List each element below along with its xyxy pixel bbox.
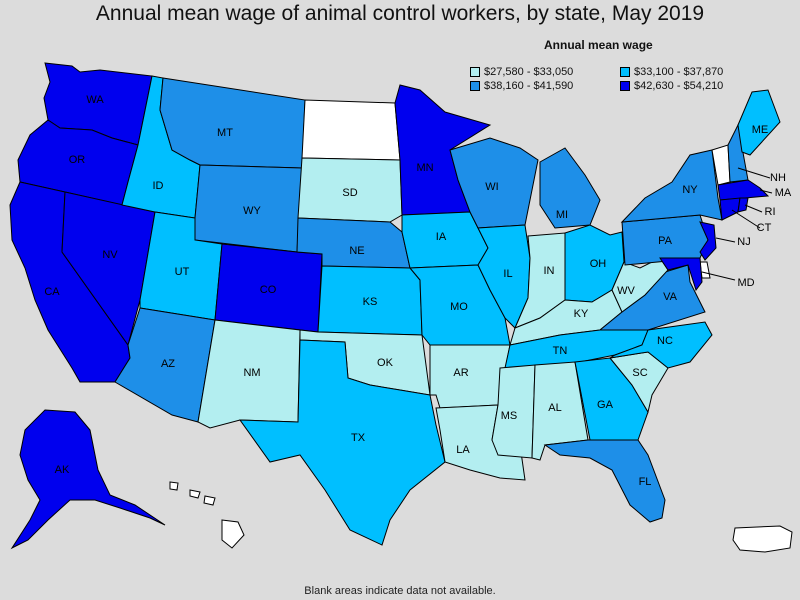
state-SD[interactable] bbox=[297, 157, 403, 223]
state-WY[interactable] bbox=[194, 164, 303, 253]
label-IN: IN bbox=[544, 265, 555, 277]
label-SD: SD bbox=[342, 187, 357, 199]
label-AL: AL bbox=[548, 402, 561, 414]
label-WI: WI bbox=[485, 181, 498, 193]
callout-line-md bbox=[701, 271, 736, 281]
legend-item-tier3: $38,160 - $41,590 bbox=[470, 80, 573, 92]
label-OK: OK bbox=[377, 357, 394, 369]
label-VA: VA bbox=[663, 291, 678, 303]
label-AZ: AZ bbox=[161, 358, 175, 370]
label-OH: OH bbox=[590, 258, 607, 270]
label-WV: WV bbox=[617, 285, 635, 297]
legend-swatch-tier4 bbox=[620, 81, 630, 91]
label-FL: FL bbox=[639, 476, 652, 488]
label-AR: AR bbox=[453, 367, 468, 379]
state-MI[interactable] bbox=[539, 147, 601, 229]
state-ND[interactable] bbox=[301, 99, 401, 161]
label-OR: OR bbox=[69, 154, 86, 166]
label-TN: TN bbox=[553, 345, 568, 357]
label-KS: KS bbox=[363, 296, 378, 308]
callout-line-ri bbox=[744, 204, 763, 213]
label-WA: WA bbox=[86, 94, 104, 106]
legend-label-tier3: $38,160 - $41,590 bbox=[484, 80, 574, 92]
state-MT[interactable] bbox=[159, 77, 306, 169]
legend-item-tier1: $27,580 - $33,050 bbox=[470, 66, 573, 78]
label-CO: CO bbox=[260, 284, 277, 296]
territory-PR[interactable] bbox=[732, 525, 793, 553]
label-NE: NE bbox=[349, 245, 364, 257]
state-MD[interactable] bbox=[659, 257, 703, 292]
label-UT: UT bbox=[175, 266, 190, 278]
legend-label-tier1: $27,580 - $33,050 bbox=[484, 66, 574, 78]
label-NH: NH bbox=[770, 172, 786, 184]
label-MN: MN bbox=[416, 162, 433, 174]
label-RI: RI bbox=[765, 206, 776, 218]
state-RI[interactable] bbox=[737, 197, 749, 213]
label-MT: MT bbox=[217, 127, 233, 139]
label-CT: CT bbox=[757, 222, 772, 234]
state-TX[interactable] bbox=[239, 339, 446, 546]
legend-item-tier2: $33,100 - $37,870 bbox=[620, 66, 723, 78]
callout-line-nj bbox=[715, 237, 736, 243]
label-MO: MO bbox=[450, 301, 468, 313]
map-title: Annual mean wage of animal control worke… bbox=[95, 2, 705, 25]
label-AK: AK bbox=[55, 464, 70, 476]
state-FL[interactable] bbox=[543, 439, 666, 523]
label-IA: IA bbox=[436, 231, 447, 243]
label-ID: ID bbox=[153, 180, 164, 192]
label-KY: KY bbox=[574, 308, 589, 320]
label-CA: CA bbox=[44, 286, 60, 298]
legend-swatch-tier1 bbox=[470, 67, 480, 77]
legend-title: Annual mean wage bbox=[544, 38, 653, 52]
label-NM: NM bbox=[243, 367, 260, 379]
label-MS: MS bbox=[501, 410, 518, 422]
legend-item-tier4: $42,630 - $54,210 bbox=[620, 80, 723, 92]
state-NC[interactable] bbox=[609, 321, 713, 369]
legend-swatch-tier2 bbox=[620, 67, 630, 77]
state-CT[interactable] bbox=[719, 197, 741, 221]
callout-line-nh bbox=[737, 167, 771, 179]
state-labels: WA OR CA NV ID MT WY UT CO AZ NM SD NE K… bbox=[44, 94, 792, 488]
state-HI[interactable] bbox=[169, 481, 245, 549]
state-NY[interactable] bbox=[620, 149, 723, 223]
legend-label-tier4: $42,630 - $54,210 bbox=[634, 80, 724, 92]
label-GA: GA bbox=[597, 399, 614, 411]
label-NJ: NJ bbox=[737, 236, 750, 248]
footnote: Blank areas indicate data not available. bbox=[304, 585, 496, 597]
callout-line-ct bbox=[731, 209, 761, 229]
label-PA: PA bbox=[658, 235, 673, 247]
state-NJ[interactable] bbox=[699, 221, 717, 261]
state-ME[interactable] bbox=[737, 89, 781, 156]
callout-line-ma bbox=[759, 189, 773, 194]
legend-swatch-tier3 bbox=[470, 81, 480, 91]
callout-lines bbox=[701, 167, 773, 281]
label-TX: TX bbox=[351, 432, 366, 444]
label-MD: MD bbox=[737, 277, 754, 289]
label-MA: MA bbox=[775, 187, 792, 199]
label-NV: NV bbox=[102, 249, 118, 261]
state-AK[interactable] bbox=[10, 409, 166, 550]
label-WY: WY bbox=[243, 205, 261, 217]
label-MI: MI bbox=[556, 209, 568, 221]
label-IL: IL bbox=[503, 268, 512, 280]
label-SC: SC bbox=[632, 367, 647, 379]
legend-label-tier2: $33,100 - $37,870 bbox=[634, 66, 724, 78]
label-NY: NY bbox=[682, 184, 698, 196]
label-LA: LA bbox=[456, 444, 470, 456]
label-NC: NC bbox=[657, 335, 673, 347]
label-ME: ME bbox=[752, 124, 769, 136]
state-IL[interactable] bbox=[477, 224, 531, 329]
